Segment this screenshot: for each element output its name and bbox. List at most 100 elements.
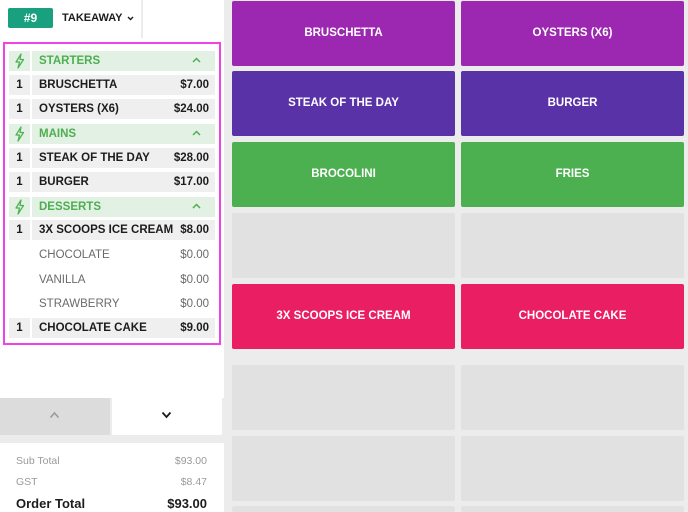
order-total-label: Order Total — [16, 496, 86, 511]
chevron-down-icon — [127, 16, 134, 21]
line-item: BURGER $17.00 — [32, 172, 215, 192]
gst-label: GST — [16, 476, 38, 488]
empty-tile[interactable] — [461, 436, 684, 501]
empty-tile[interactable] — [232, 365, 455, 430]
category-label: STARTERS — [32, 51, 215, 71]
order-header: #9 TAKEAWAY — [0, 0, 224, 38]
gst-row: GST $8.47 — [16, 476, 207, 488]
line-price: $8.00 — [180, 224, 209, 236]
product-tile[interactable]: CHOCOLATE CAKE — [461, 284, 684, 349]
order-type-dropdown[interactable]: TAKEAWAY — [62, 12, 134, 24]
order-line[interactable]: 1 BURGER $17.00 — [0, 172, 224, 192]
order-line[interactable]: 1 BRUSCHETTA $7.00 — [0, 75, 224, 95]
product-label: BROCOLINI — [311, 168, 376, 180]
order-line[interactable]: 1 OYSTERS (X6) $24.00 — [0, 99, 224, 119]
line-name: VANILLA — [39, 274, 86, 286]
chevron-up-icon — [49, 411, 60, 419]
line-qty: 1 — [9, 220, 30, 240]
line-qty: 1 — [9, 99, 30, 119]
line-qty: 1 — [9, 148, 30, 168]
product-tile[interactable]: BRUSCHETTA — [232, 1, 455, 66]
empty-tile[interactable] — [232, 213, 455, 278]
order-total-row: Order Total $93.00 — [16, 496, 207, 511]
order-list-panel — [0, 38, 224, 398]
line-item: BRUSCHETTA $7.00 — [32, 75, 215, 95]
line-price: $0.00 — [180, 274, 209, 286]
product-label: CHOCOLATE CAKE — [518, 310, 627, 322]
order-total-value: $93.00 — [167, 496, 207, 511]
line-qty: 1 — [9, 318, 30, 338]
product-label: BURGER — [547, 97, 598, 109]
order-line[interactable]: 1 CHOCOLATE CAKE $9.00 — [0, 318, 224, 338]
line-name: BRUSCHETTA — [39, 79, 118, 91]
chevron-down-icon — [161, 411, 172, 419]
line-price: $7.00 — [180, 79, 209, 91]
empty-tile[interactable] — [461, 506, 684, 512]
product-tile[interactable]: BROCOLINI — [232, 142, 455, 207]
line-name: STEAK OF THE DAY — [39, 152, 150, 164]
empty-tile[interactable] — [461, 365, 684, 430]
category-label: MAINS — [32, 124, 215, 144]
line-qty: 1 — [9, 172, 30, 192]
category-label: DESSERTS — [32, 197, 215, 217]
line-name: CHOCOLATE CAKE — [39, 322, 147, 334]
product-tile[interactable]: 3X SCOOPS ICE CREAM — [232, 284, 455, 349]
category-header-starters[interactable]: STARTERS — [0, 51, 224, 71]
product-tile[interactable]: FRIES — [461, 142, 684, 207]
empty-tile[interactable] — [232, 436, 455, 501]
modifier-line[interactable]: CHOCOLATE $0.00 — [0, 245, 224, 265]
line-price: $0.00 — [180, 249, 209, 261]
line-price: $0.00 — [180, 298, 209, 310]
product-label: 3X SCOOPS ICE CREAM — [276, 310, 411, 322]
subtotal-row: Sub Total $93.00 — [16, 455, 207, 467]
bolt-icon — [9, 51, 30, 71]
empty-tile[interactable] — [232, 506, 455, 512]
chevron-up-icon — [192, 130, 201, 136]
product-tile[interactable]: OYSTERS (X6) — [461, 1, 684, 66]
empty-tile[interactable] — [461, 213, 684, 278]
bolt-icon — [9, 124, 30, 144]
chevron-up-icon — [192, 57, 201, 63]
product-label: FRIES — [555, 168, 590, 180]
category-header-mains[interactable]: MAINS — [0, 124, 224, 144]
line-qty: 1 — [9, 75, 30, 95]
product-tile[interactable]: BURGER — [461, 71, 684, 136]
line-name: STRAWBERRY — [39, 298, 120, 310]
modifier-line[interactable]: VANILLA $0.00 — [0, 270, 224, 290]
line-item: VANILLA $0.00 — [32, 270, 215, 290]
product-label: BRUSCHETTA — [304, 27, 383, 39]
line-name: 3X SCOOPS ICE CREAM — [39, 224, 174, 236]
line-item: CHOCOLATE CAKE $9.00 — [32, 318, 215, 338]
selection-highlight — [3, 42, 221, 345]
product-label: STEAK OF THE DAY — [288, 97, 399, 109]
order-line[interactable]: 1 STEAK OF THE DAY $28.00 — [0, 148, 224, 168]
line-item: 3X SCOOPS ICE CREAM $8.00 — [32, 220, 215, 240]
chevron-up-icon — [192, 203, 201, 209]
category-header-desserts[interactable]: DESSERTS — [0, 197, 224, 217]
order-type-label: TAKEAWAY — [62, 12, 123, 24]
line-item: STRAWBERRY $0.00 — [32, 294, 215, 314]
gst-value: $8.47 — [180, 476, 207, 488]
subtotal-value: $93.00 — [174, 455, 207, 467]
line-item: OYSTERS (X6) $24.00 — [32, 99, 215, 119]
line-item: STEAK OF THE DAY $28.00 — [32, 148, 215, 168]
subtotal-label: Sub Total — [16, 455, 60, 467]
order-line[interactable]: 1 3X SCOOPS ICE CREAM $8.00 — [0, 220, 224, 240]
order-number-badge[interactable]: #9 — [8, 8, 53, 28]
modifier-line[interactable]: STRAWBERRY $0.00 — [0, 294, 224, 314]
line-name: BURGER — [39, 176, 89, 188]
order-totals: Sub Total $93.00 GST $8.47 Order Total $… — [0, 443, 224, 512]
line-price: $24.00 — [173, 103, 209, 115]
product-tile[interactable]: STEAK OF THE DAY — [232, 71, 455, 136]
bolt-icon — [9, 197, 30, 217]
line-price: $9.00 — [180, 322, 209, 334]
line-name: OYSTERS (X6) — [39, 103, 119, 115]
product-label: OYSTERS (X6) — [532, 27, 613, 39]
line-price: $17.00 — [173, 176, 209, 188]
scroll-up-button[interactable] — [0, 398, 110, 435]
scroll-down-button[interactable] — [112, 398, 222, 435]
order-sidebar: #9 TAKEAWAY STARTERS 1 BRUSCHETTA $7.00 1… — [0, 0, 224, 512]
line-price: $28.00 — [173, 152, 209, 164]
line-name: CHOCOLATE — [39, 249, 110, 261]
line-item: CHOCOLATE $0.00 — [32, 245, 215, 265]
